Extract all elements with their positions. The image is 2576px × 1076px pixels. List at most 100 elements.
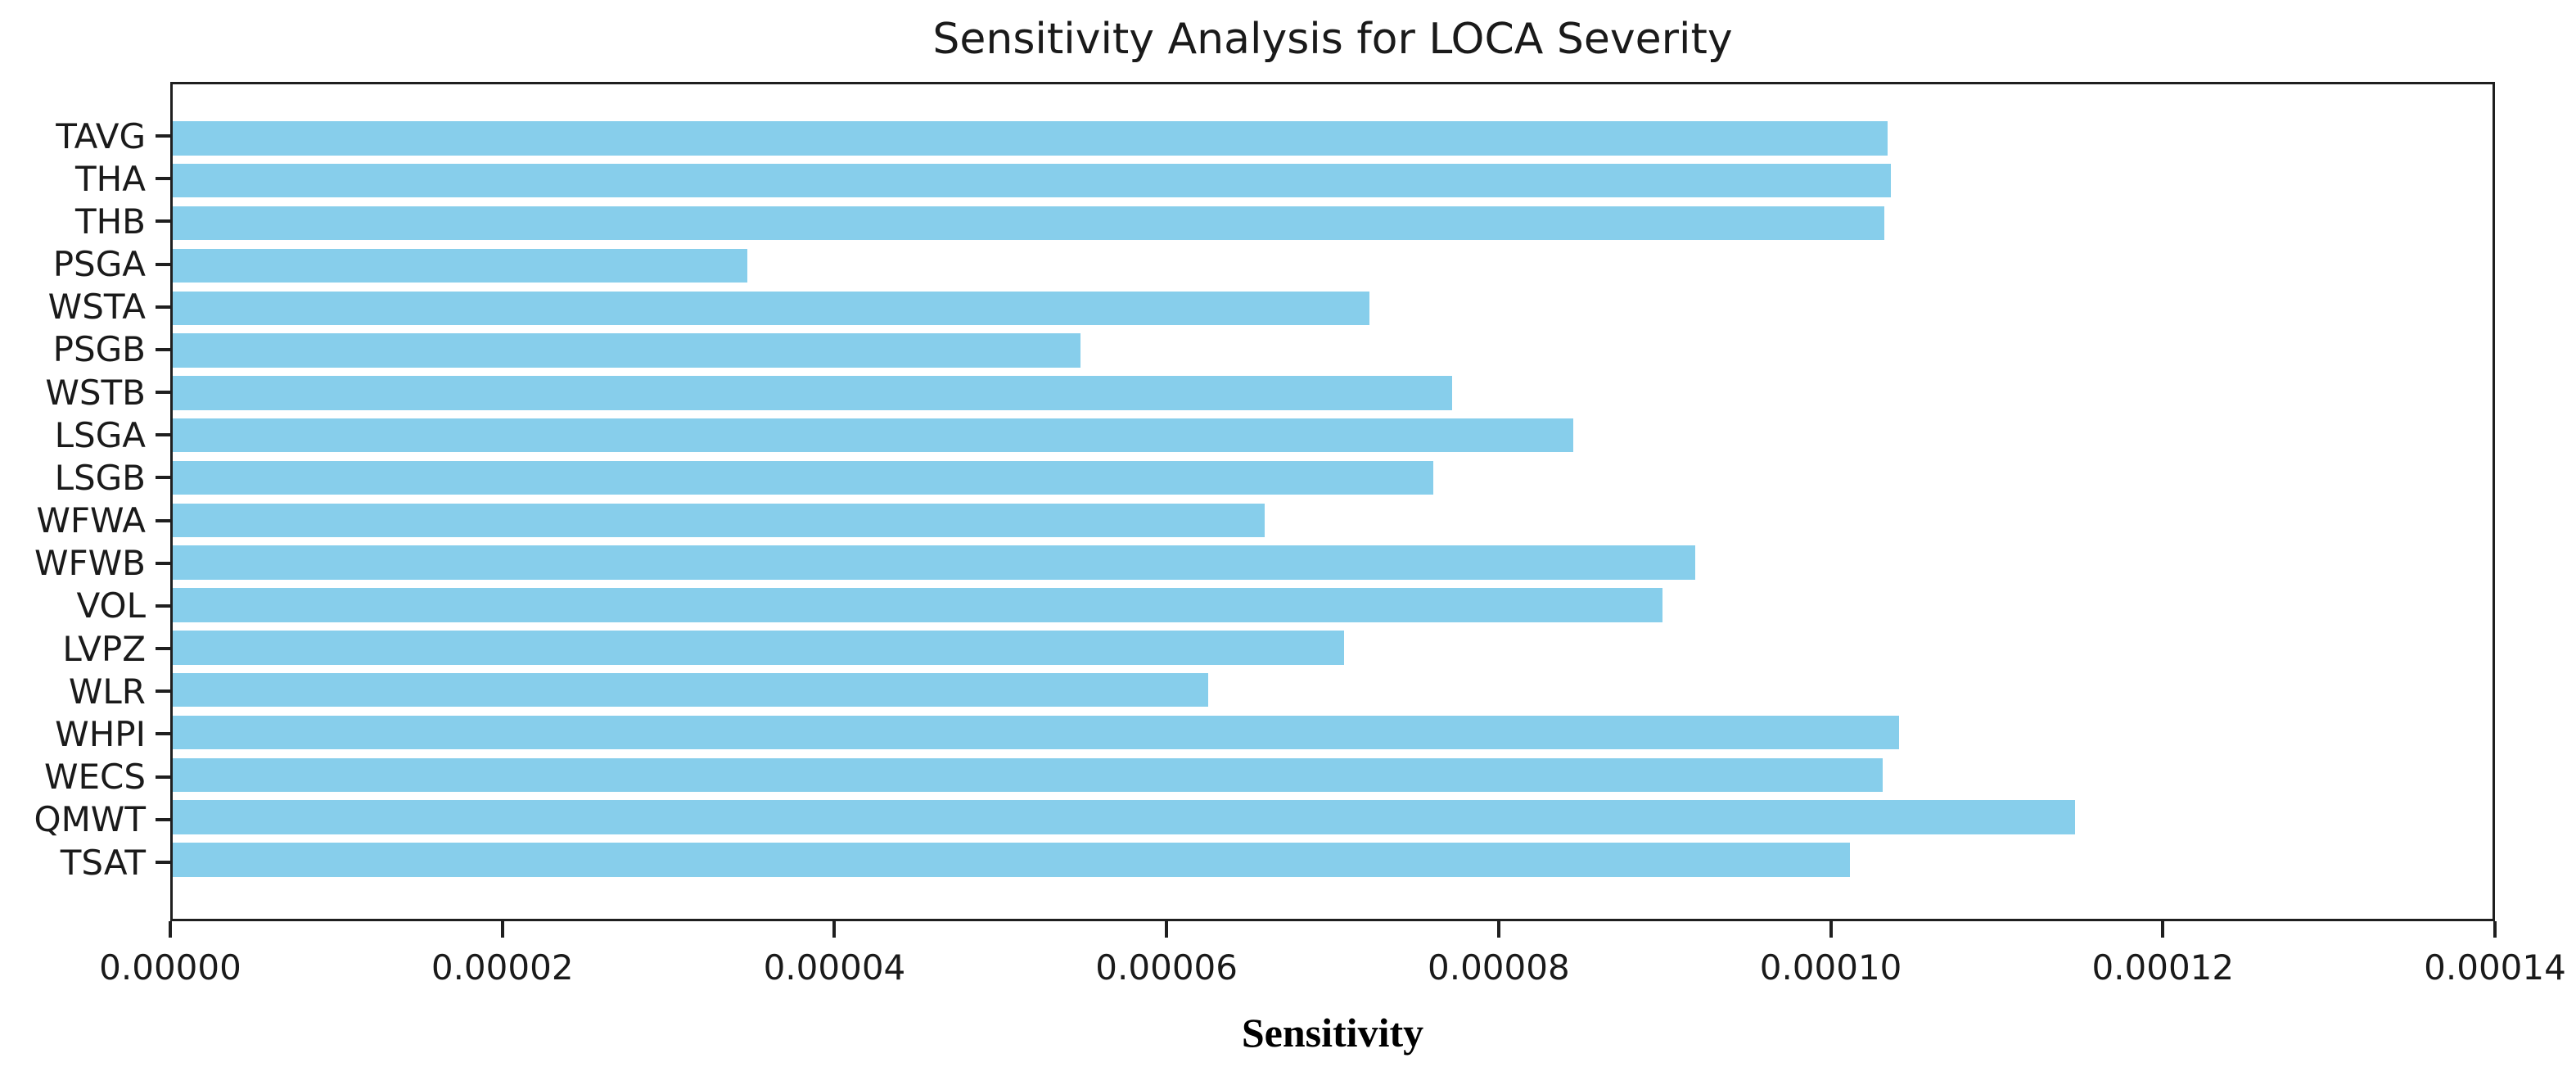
bar-tha [173, 164, 1892, 198]
y-tick-label: WFWB [34, 543, 146, 584]
x-tick-label: 0.00012 [2091, 947, 2235, 988]
y-tick-row: TAVG [0, 115, 170, 157]
x-axis-label: Sensitivity [1241, 1010, 1424, 1056]
y-tick-label: WECS [43, 757, 146, 798]
y-tick-label: LSGA [54, 414, 146, 455]
y-tick-label: LVPZ [62, 628, 146, 669]
y-tick-row: LVPZ [0, 627, 170, 670]
y-tick-mark [156, 476, 170, 480]
y-tick-row: WFWB [0, 542, 170, 585]
y-tick-label: PSGB [52, 329, 146, 370]
bar-tsat [173, 843, 1850, 877]
x-tick-label: 0.00002 [431, 947, 574, 988]
y-tick-mark [156, 177, 170, 181]
y-tick-row: WSTA [0, 286, 170, 328]
y-tick-row: WSTB [0, 371, 170, 414]
x-tick-mark [169, 921, 172, 938]
y-tick-mark [156, 134, 170, 138]
x-tick-mark [832, 921, 837, 938]
x-tick-mark [1496, 921, 1500, 938]
x-tick-label: 0.00008 [1428, 947, 1570, 988]
y-tick-label: WSTA [47, 287, 146, 328]
bar-row [173, 712, 2493, 754]
y-tick-row: LSGB [0, 456, 170, 499]
y-tick-row: THB [0, 200, 170, 242]
bar-row [173, 287, 2493, 329]
y-tick-row: LSGA [0, 414, 170, 456]
bar-row [173, 244, 2493, 287]
x-tick-label: 0.00004 [763, 947, 906, 988]
y-tick-row: PSGA [0, 243, 170, 286]
y-tick-mark [156, 391, 170, 395]
x-tick-mark [2493, 921, 2497, 938]
bar-wsta [173, 291, 1369, 325]
bar-wfwb [173, 545, 1696, 580]
y-tick-label: QMWT [34, 799, 146, 840]
bar-lvpz [173, 631, 1345, 665]
bar-row [173, 160, 2493, 202]
y-tick-label: WSTB [45, 372, 146, 413]
y-tick-row: THA [0, 157, 170, 200]
bar-wlr [173, 672, 1209, 708]
y-tick-mark [156, 647, 170, 651]
x-tick-mark [1165, 921, 1169, 938]
bar-psga [173, 248, 748, 283]
bar-lsga [173, 418, 1573, 453]
y-tick-mark [156, 817, 170, 821]
chart-title: Sensitivity Analysis for LOCA Severity [932, 15, 1733, 64]
y-tick-row: WHPI [0, 712, 170, 755]
y-tick-label: WLR [68, 671, 146, 712]
y-tick-mark [156, 689, 170, 694]
bar-whpi [173, 715, 1900, 750]
bar-row [173, 117, 2493, 160]
x-tick-mark [2161, 921, 2165, 938]
bar-row [173, 626, 2493, 669]
y-tick-mark [156, 262, 170, 266]
x-tick-label: 0.00000 [99, 947, 241, 988]
bar-wfwa [173, 503, 1265, 538]
bar-row [173, 669, 2493, 712]
bar-row [173, 839, 2493, 881]
bar-vol [173, 588, 1662, 622]
y-tick-row: WLR [0, 670, 170, 712]
y-tick-label: WFWA [36, 500, 146, 541]
y-tick-mark [156, 861, 170, 864]
y-tick-label: TSAT [60, 842, 146, 883]
y-tick-mark [156, 305, 170, 309]
plot-area [170, 82, 2495, 921]
y-tick-row: WECS [0, 756, 170, 798]
x-axis: 0.00000 0.00002 0.00004 0.00006 0.00008 0.000… [99, 921, 2566, 995]
bar-row [173, 329, 2493, 372]
y-tick-mark [156, 347, 170, 351]
bar-qmwt [173, 800, 2075, 834]
bar-row [173, 796, 2493, 839]
y-tick-label: TAVG [56, 115, 146, 156]
bars-container [173, 117, 2493, 881]
bar-row [173, 584, 2493, 626]
y-tick-row: WFWA [0, 500, 170, 542]
y-tick-mark [156, 732, 170, 736]
bar-thb [173, 206, 1885, 241]
bar-psgb [173, 333, 1081, 368]
y-tick-mark [156, 518, 170, 522]
y-tick-mark [156, 604, 170, 608]
y-tick-label: VOL [76, 585, 146, 626]
y-tick-label: WHPI [55, 713, 146, 754]
y-axis: TAVG THA THB PSGA WSTA PSGB WSTB LSGA LSGB WFWA WF… [0, 82, 170, 921]
bar-row [173, 541, 2493, 584]
y-tick-mark [156, 775, 170, 779]
y-tick-row: QMWT [0, 798, 170, 841]
y-tick-mark [156, 433, 170, 437]
y-tick-label: LSGB [54, 457, 146, 498]
y-tick-row: TSAT [0, 841, 170, 884]
y-tick-row: PSGB [0, 328, 170, 371]
y-tick-row: VOL [0, 585, 170, 627]
y-tick-mark [156, 219, 170, 224]
bar-row [173, 414, 2493, 457]
bar-row [173, 202, 2493, 245]
bar-row [173, 499, 2493, 541]
y-tick-label: THB [74, 201, 146, 242]
x-tick-mark [1829, 921, 1833, 938]
bar-row [173, 457, 2493, 500]
x-tick-mark [500, 921, 504, 938]
